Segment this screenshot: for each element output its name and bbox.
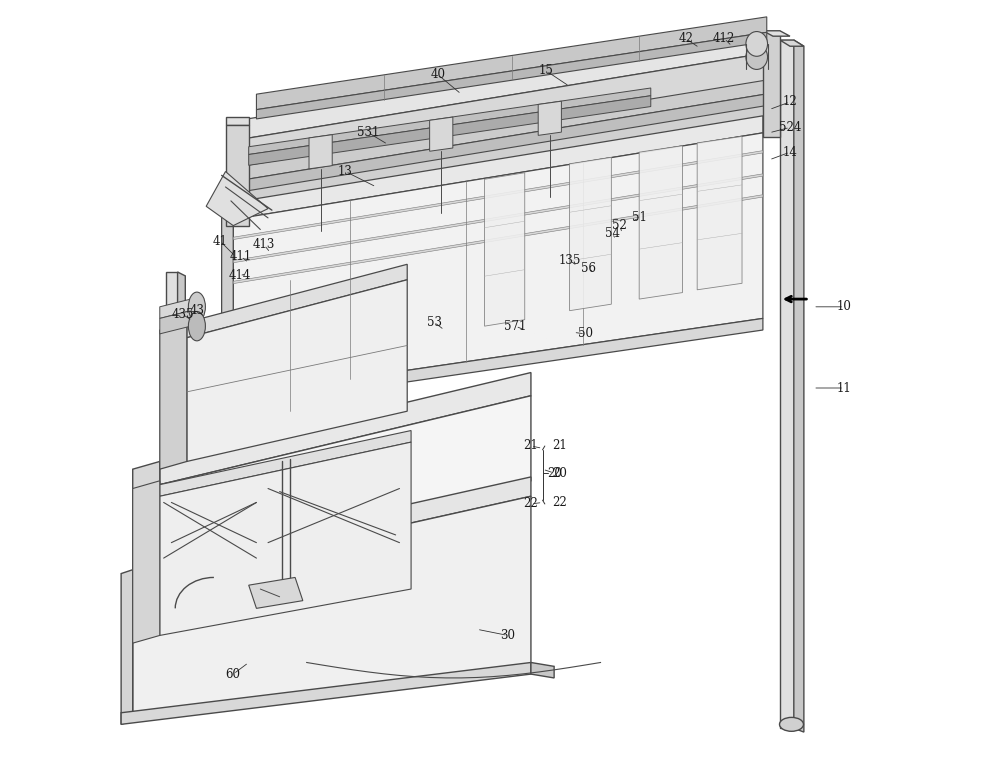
Text: 20: 20 bbox=[553, 466, 567, 480]
Polygon shape bbox=[233, 33, 774, 140]
Text: 15: 15 bbox=[539, 64, 554, 78]
Polygon shape bbox=[430, 117, 453, 151]
Ellipse shape bbox=[746, 32, 768, 57]
Polygon shape bbox=[233, 133, 763, 396]
Polygon shape bbox=[249, 577, 303, 608]
Polygon shape bbox=[485, 173, 525, 326]
Polygon shape bbox=[133, 496, 531, 720]
Polygon shape bbox=[233, 174, 763, 263]
Text: 22: 22 bbox=[524, 497, 538, 511]
Ellipse shape bbox=[188, 292, 205, 321]
Polygon shape bbox=[233, 104, 774, 206]
Polygon shape bbox=[697, 137, 742, 289]
Polygon shape bbox=[249, 88, 651, 154]
Text: 50: 50 bbox=[578, 327, 593, 341]
Text: 413: 413 bbox=[253, 238, 275, 251]
Polygon shape bbox=[531, 663, 554, 678]
Text: 53: 53 bbox=[427, 316, 442, 329]
Polygon shape bbox=[160, 322, 187, 469]
Polygon shape bbox=[233, 78, 774, 182]
Polygon shape bbox=[121, 570, 133, 724]
Polygon shape bbox=[133, 462, 160, 573]
Polygon shape bbox=[206, 171, 268, 226]
Text: 11: 11 bbox=[837, 382, 851, 394]
Ellipse shape bbox=[780, 717, 803, 731]
Polygon shape bbox=[160, 372, 531, 485]
Text: 43: 43 bbox=[189, 304, 204, 317]
Polygon shape bbox=[187, 280, 407, 462]
Polygon shape bbox=[187, 265, 407, 338]
Polygon shape bbox=[166, 272, 178, 682]
Polygon shape bbox=[233, 151, 763, 240]
Text: 60: 60 bbox=[226, 667, 241, 681]
Polygon shape bbox=[639, 146, 682, 299]
Polygon shape bbox=[256, 17, 767, 109]
Text: 435: 435 bbox=[172, 308, 194, 321]
Text: 412: 412 bbox=[713, 32, 735, 45]
Text: 21: 21 bbox=[524, 439, 538, 452]
Text: 30: 30 bbox=[500, 629, 515, 642]
Polygon shape bbox=[763, 31, 780, 137]
Text: 531: 531 bbox=[357, 126, 380, 140]
Polygon shape bbox=[249, 95, 651, 165]
Polygon shape bbox=[233, 195, 763, 283]
Polygon shape bbox=[121, 663, 531, 724]
Polygon shape bbox=[233, 52, 774, 171]
Polygon shape bbox=[780, 40, 794, 728]
Polygon shape bbox=[233, 117, 774, 220]
Polygon shape bbox=[160, 431, 411, 496]
Text: 13: 13 bbox=[338, 165, 353, 178]
Polygon shape bbox=[133, 477, 531, 585]
Polygon shape bbox=[160, 442, 411, 636]
Text: 56: 56 bbox=[581, 262, 596, 275]
Text: 12: 12 bbox=[783, 95, 797, 109]
Text: 21: 21 bbox=[553, 439, 567, 452]
Polygon shape bbox=[160, 299, 191, 318]
Polygon shape bbox=[133, 481, 160, 643]
Text: 22: 22 bbox=[553, 496, 567, 509]
Text: 51: 51 bbox=[632, 211, 647, 224]
Text: 42: 42 bbox=[678, 32, 693, 45]
Text: 414: 414 bbox=[228, 269, 251, 282]
Polygon shape bbox=[160, 310, 191, 334]
Text: 41: 41 bbox=[213, 234, 228, 248]
Polygon shape bbox=[233, 116, 763, 220]
Text: 135: 135 bbox=[558, 254, 581, 267]
Polygon shape bbox=[780, 40, 804, 47]
Polygon shape bbox=[233, 318, 763, 407]
Text: 10: 10 bbox=[837, 300, 852, 314]
Polygon shape bbox=[178, 272, 185, 686]
Polygon shape bbox=[160, 396, 531, 566]
Polygon shape bbox=[226, 117, 249, 125]
Text: 571: 571 bbox=[504, 320, 527, 333]
Text: 20: 20 bbox=[547, 466, 562, 480]
Polygon shape bbox=[763, 31, 790, 36]
Polygon shape bbox=[256, 33, 767, 119]
Polygon shape bbox=[570, 158, 611, 310]
Text: 54: 54 bbox=[605, 227, 620, 240]
Ellipse shape bbox=[746, 45, 768, 69]
Polygon shape bbox=[794, 40, 804, 732]
Text: 524: 524 bbox=[779, 121, 801, 134]
Text: 52: 52 bbox=[612, 219, 627, 232]
Polygon shape bbox=[538, 101, 561, 135]
Polygon shape bbox=[222, 203, 233, 411]
Polygon shape bbox=[309, 135, 332, 169]
Ellipse shape bbox=[188, 311, 205, 341]
Text: 14: 14 bbox=[783, 146, 797, 158]
Text: 411: 411 bbox=[230, 250, 252, 263]
Polygon shape bbox=[226, 125, 249, 226]
Text: 40: 40 bbox=[431, 68, 446, 81]
Polygon shape bbox=[233, 92, 774, 197]
